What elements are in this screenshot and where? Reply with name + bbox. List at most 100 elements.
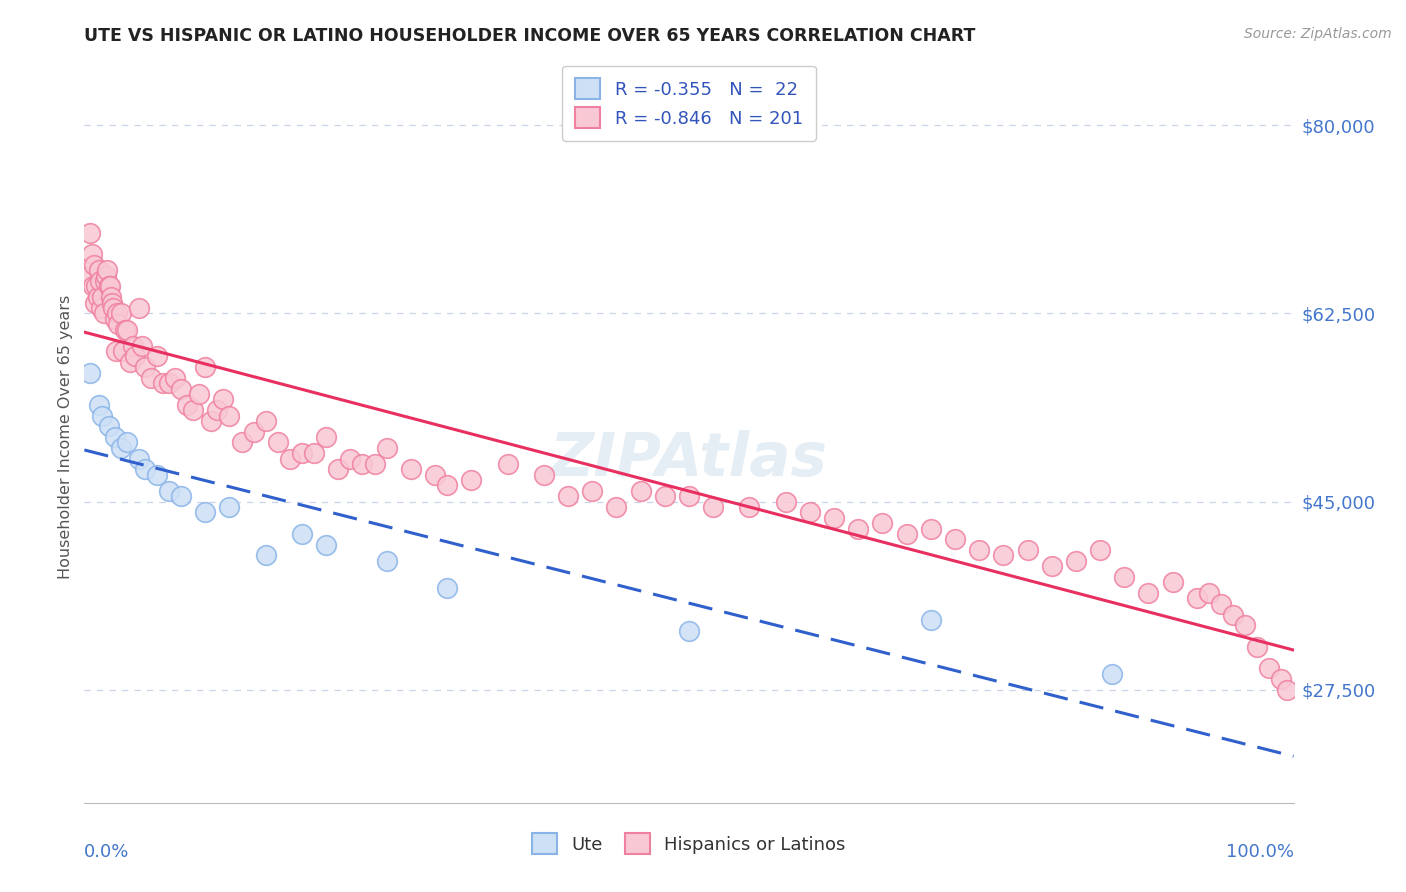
Point xyxy=(103,301,125,315)
Point xyxy=(176,398,198,412)
Point xyxy=(1185,591,1208,606)
Point xyxy=(87,263,110,277)
Point xyxy=(605,500,627,514)
Point xyxy=(105,306,128,320)
Point xyxy=(242,425,264,439)
Point xyxy=(1101,666,1123,681)
Point xyxy=(80,247,103,261)
Point xyxy=(120,355,142,369)
Point xyxy=(104,344,127,359)
Point xyxy=(872,516,894,530)
Point xyxy=(678,624,700,638)
Point xyxy=(775,494,797,508)
Point xyxy=(1198,586,1220,600)
Point xyxy=(115,435,138,450)
Y-axis label: Householder Income Over 65 years: Householder Income Over 65 years xyxy=(58,295,73,579)
Point xyxy=(83,258,105,272)
Point xyxy=(165,371,187,385)
Point xyxy=(678,489,700,503)
Point xyxy=(181,403,204,417)
Point xyxy=(254,549,277,563)
Point xyxy=(86,290,108,304)
Point xyxy=(1270,672,1292,686)
Point xyxy=(328,462,350,476)
Point xyxy=(557,489,579,503)
Point xyxy=(460,473,482,487)
Point xyxy=(799,505,821,519)
Point xyxy=(315,430,337,444)
Point xyxy=(218,409,240,423)
Point xyxy=(1114,570,1136,584)
Text: ZIPAtlas: ZIPAtlas xyxy=(550,430,828,489)
Point xyxy=(146,467,169,482)
Point xyxy=(1246,640,1268,654)
Point xyxy=(84,295,107,310)
Point xyxy=(121,339,143,353)
Point xyxy=(200,414,222,428)
Point xyxy=(146,350,169,364)
Point xyxy=(302,446,325,460)
Point xyxy=(194,505,217,519)
Point xyxy=(96,263,118,277)
Point xyxy=(254,414,277,428)
Point xyxy=(993,549,1015,563)
Point xyxy=(134,360,156,375)
Point xyxy=(112,344,135,359)
Point xyxy=(533,467,555,482)
Point xyxy=(846,521,869,535)
Point xyxy=(738,500,761,514)
Point xyxy=(1040,559,1063,574)
Text: 0.0%: 0.0% xyxy=(84,843,129,861)
Point xyxy=(90,301,112,315)
Point xyxy=(399,462,422,476)
Text: Source: ZipAtlas.com: Source: ZipAtlas.com xyxy=(1244,27,1392,41)
Point xyxy=(1088,543,1111,558)
Point xyxy=(157,483,180,498)
Point xyxy=(339,451,361,466)
Point xyxy=(194,360,217,375)
Point xyxy=(207,403,229,417)
Point xyxy=(581,483,603,498)
Point xyxy=(375,441,398,455)
Point xyxy=(97,279,120,293)
Point xyxy=(1234,618,1257,632)
Text: UTE VS HISPANIC OR LATINO HOUSEHOLDER INCOME OVER 65 YEARS CORRELATION CHART: UTE VS HISPANIC OR LATINO HOUSEHOLDER IN… xyxy=(84,27,976,45)
Point xyxy=(188,387,211,401)
Point xyxy=(110,306,132,320)
Point xyxy=(97,419,120,434)
Point xyxy=(86,279,108,293)
Point xyxy=(110,441,132,455)
Point xyxy=(1222,607,1244,622)
Point xyxy=(267,435,290,450)
Point xyxy=(375,554,398,568)
Point xyxy=(423,467,446,482)
Point xyxy=(94,274,117,288)
Point xyxy=(823,510,845,524)
Point xyxy=(1161,575,1184,590)
Point xyxy=(218,500,240,514)
Point xyxy=(278,451,301,466)
Point xyxy=(98,279,121,293)
Point xyxy=(702,500,724,514)
Point xyxy=(896,527,918,541)
Point xyxy=(82,279,104,293)
Point xyxy=(1064,554,1087,568)
Point xyxy=(1209,597,1232,611)
Point xyxy=(104,311,127,326)
Point xyxy=(436,478,458,492)
Point xyxy=(134,462,156,476)
Point xyxy=(630,483,652,498)
Point xyxy=(114,322,136,336)
Point xyxy=(104,430,127,444)
Point xyxy=(1277,682,1299,697)
Point xyxy=(920,613,942,627)
Point xyxy=(139,371,162,385)
Point xyxy=(87,398,110,412)
Point xyxy=(291,527,314,541)
Point xyxy=(91,290,114,304)
Point xyxy=(1017,543,1039,558)
Point xyxy=(967,543,990,558)
Point xyxy=(89,274,111,288)
Point xyxy=(93,306,115,320)
Legend: Ute, Hispanics or Latinos: Ute, Hispanics or Latinos xyxy=(519,821,859,867)
